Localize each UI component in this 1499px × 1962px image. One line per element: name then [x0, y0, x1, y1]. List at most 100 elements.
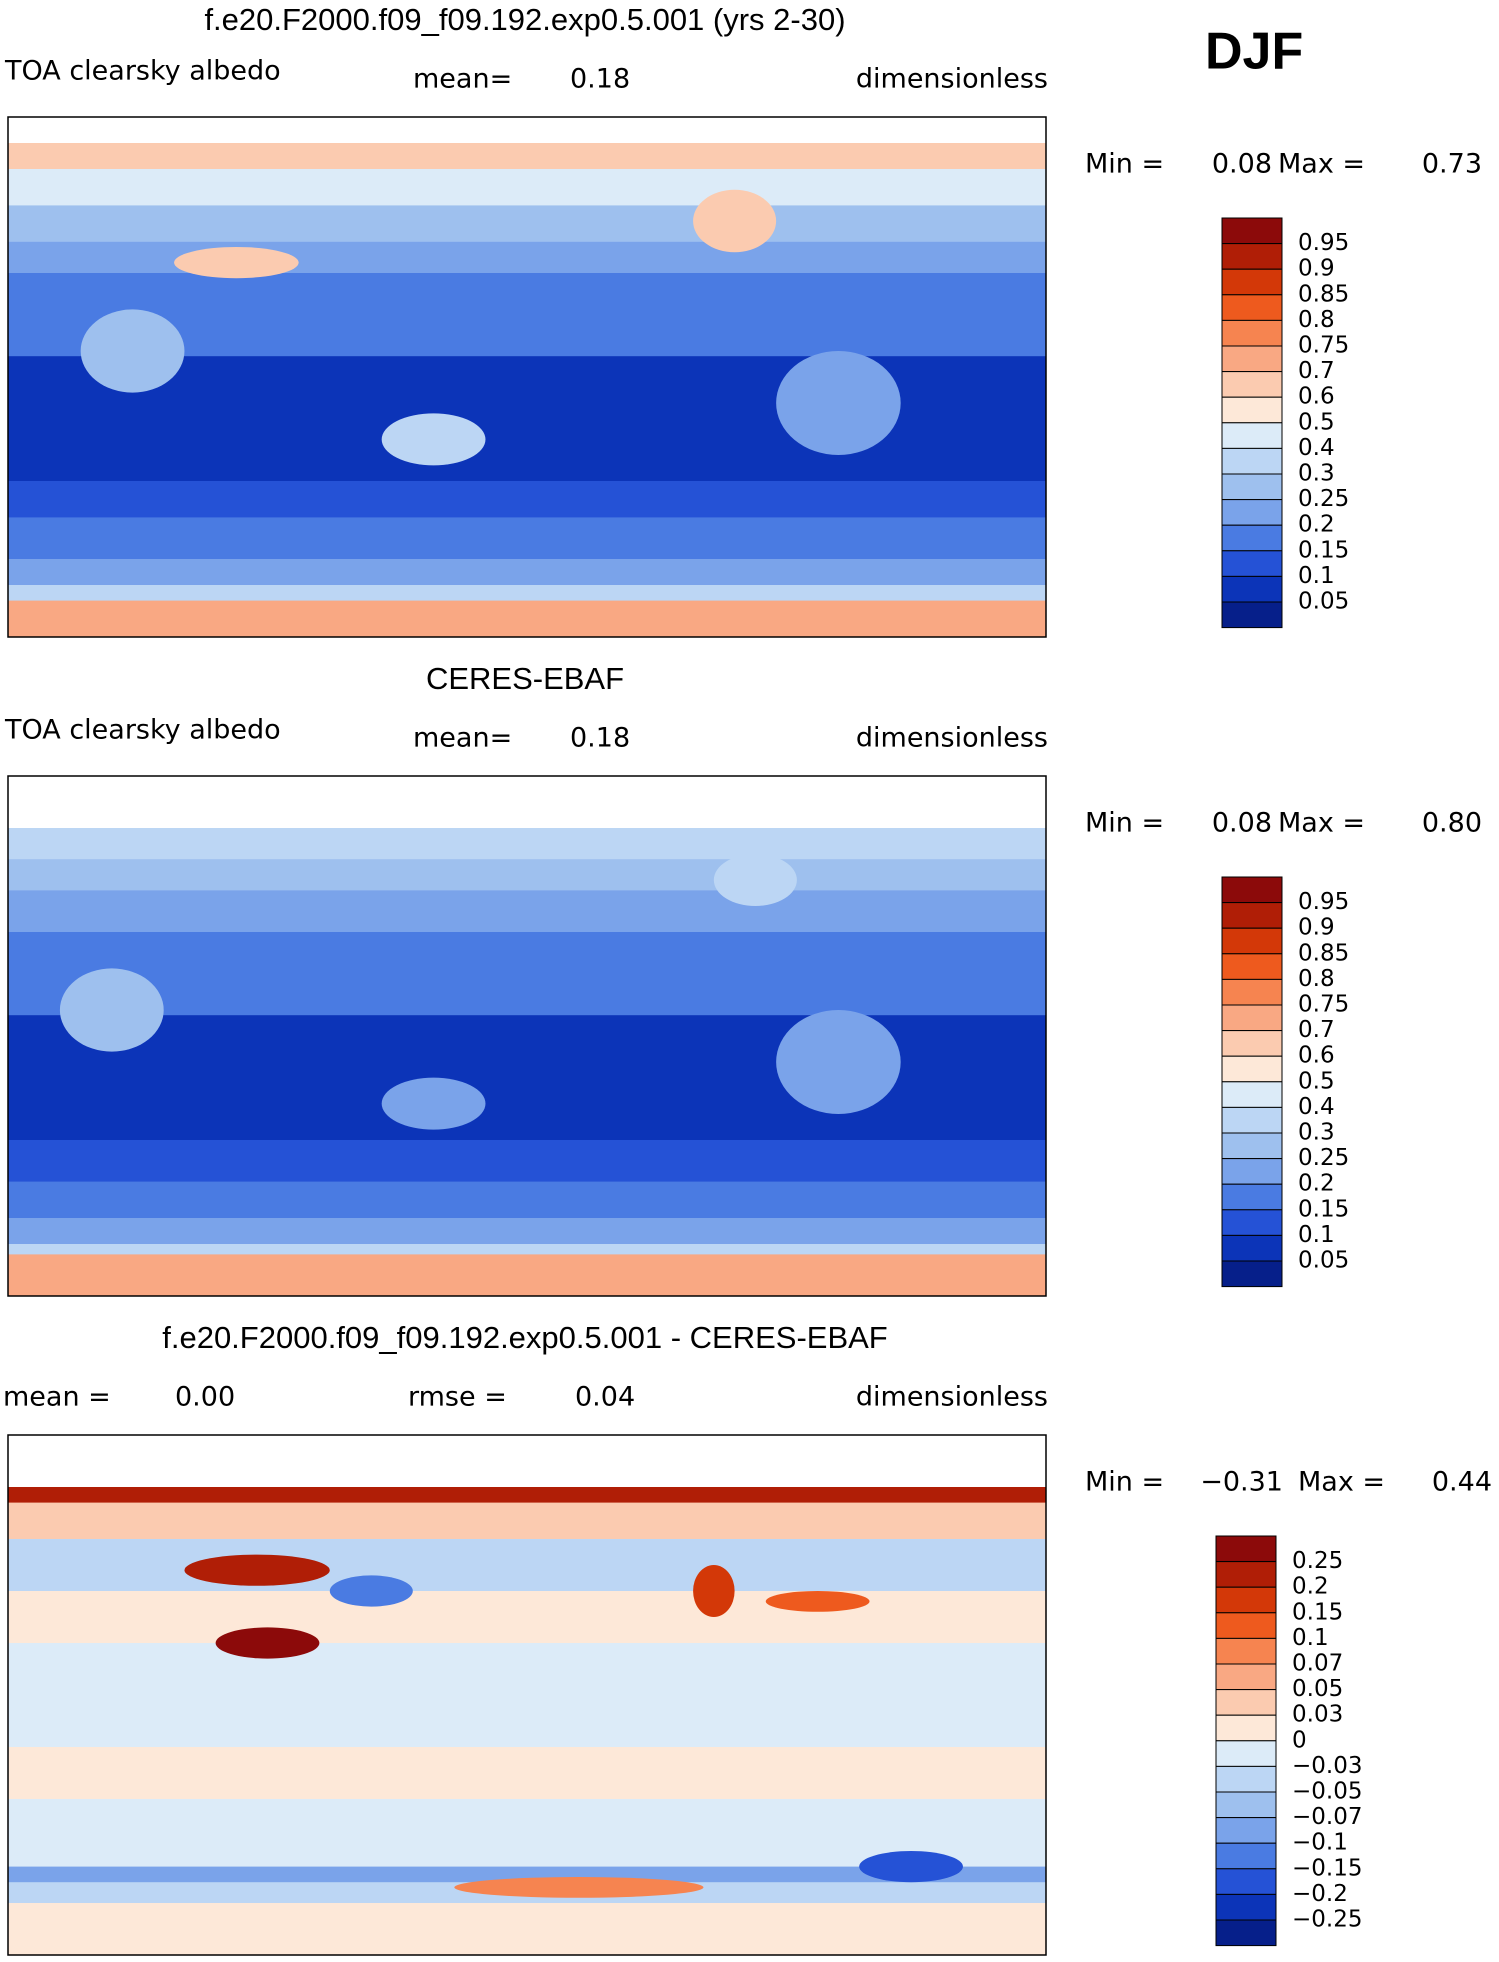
colorbar-swatch: [1221, 499, 1283, 526]
colorbar-swatch: [1221, 1234, 1283, 1262]
colorbar-swatch: [1221, 268, 1283, 296]
colorbar-swatch: [1221, 550, 1283, 577]
map-feature: [59, 968, 164, 1052]
map-band: [8, 517, 1046, 560]
map-band: [8, 205, 1046, 243]
map-band: [8, 1218, 1046, 1245]
colorbar-swatch: [1215, 1919, 1277, 1947]
stat-value: 0.18: [570, 723, 630, 754]
colorbar-swatch: [1215, 1817, 1277, 1844]
colorbar-label: 0.3: [1298, 461, 1335, 487]
colorbar-label: 0.8: [1298, 966, 1335, 992]
colorbar-swatch: [1221, 876, 1283, 904]
colorbar-label: 0.15: [1298, 1196, 1349, 1222]
panel-title: f.e20.F2000.f09_f09.192.exp0.5.001 (yrs …: [204, 2, 845, 37]
map-feature: [454, 1877, 704, 1898]
units-label: dimensionless: [856, 723, 1048, 754]
colorbar-label: 0.4: [1298, 435, 1335, 461]
colorbar-swatch: [1221, 1081, 1283, 1108]
panel: CERES-EBAF TOA clearsky albedo mean= 0.18 di…: [4, 661, 1482, 1297]
colorbar-swatch: [1221, 217, 1283, 245]
colorbar-label: 0.5: [1298, 409, 1335, 435]
colorbar-label: 0.25: [1292, 1548, 1343, 1574]
min-value: 0.08: [1212, 149, 1272, 180]
panel: f.e20.F2000.f09_f09.192.exp0.5.001 (yrs …: [4, 2, 1482, 638]
panel-title: CERES-EBAF: [426, 661, 624, 696]
units-label: dimensionless: [856, 1382, 1048, 1413]
units-label: dimensionless: [856, 64, 1048, 95]
panel: f.e20.F2000.f09_f09.192.exp0.5.001 - CER…: [3, 1320, 1492, 1956]
map-band: [8, 828, 1046, 860]
colorbar-swatch: [1221, 1158, 1283, 1185]
map-band: [8, 600, 1046, 638]
max-value: 0.73: [1422, 149, 1482, 180]
season-label: DJF: [1205, 23, 1303, 81]
colorbar-label: 0.7: [1298, 358, 1335, 384]
colorbar-swatch: [1221, 902, 1283, 929]
max-value: 0.44: [1432, 1467, 1492, 1498]
map-band: [8, 1539, 1046, 1592]
min-label: Min =: [1085, 1467, 1164, 1498]
colorbar-swatch: [1221, 447, 1283, 475]
map-band: [8, 859, 1046, 891]
variable-label: TOA clearsky albedo: [4, 715, 281, 746]
map-feature: [381, 413, 486, 466]
map-feature: [693, 1565, 735, 1617]
map-band: [8, 890, 1046, 933]
colorbar-swatch: [1215, 1714, 1277, 1742]
colorbar-label: 0.95: [1298, 230, 1349, 256]
colorbar-swatch: [1221, 927, 1283, 955]
map-feature: [776, 351, 901, 455]
colorbar-label: 0.85: [1298, 281, 1349, 307]
map-feature: [80, 309, 185, 393]
map-band: [8, 481, 1046, 518]
colorbar-label: 0.8: [1298, 307, 1335, 333]
colorbar-swatch: [1221, 978, 1283, 1006]
colorbar-label: 0.05: [1298, 589, 1349, 615]
colorbar-label: 0.3: [1298, 1120, 1335, 1146]
map-band: [8, 932, 1046, 1016]
colorbar-swatch: [1221, 1004, 1283, 1032]
colorbar-label: −0.2: [1292, 1881, 1348, 1907]
map-band: [8, 1903, 1046, 1956]
colorbar-swatch: [1221, 396, 1283, 424]
colorbar-label: 0.1: [1298, 1222, 1335, 1248]
colorbar-label: 0.9: [1298, 256, 1335, 282]
colorbar-label: 0.2: [1292, 1574, 1329, 1600]
colorbar-label: 0.15: [1298, 537, 1349, 563]
colorbar-swatch: [1215, 1586, 1277, 1614]
colorbar-swatch: [1221, 345, 1283, 373]
colorbar-swatch: [1215, 1791, 1277, 1819]
colorbar-label: 0.75: [1298, 992, 1349, 1018]
colorbar-label: 0: [1292, 1727, 1307, 1753]
map-band: [8, 1747, 1046, 1800]
colorbar-label: 0.2: [1298, 1171, 1335, 1197]
map-feature: [381, 1077, 486, 1130]
map-feature: [859, 1851, 963, 1883]
map-band: [8, 1502, 1046, 1540]
map-band: [8, 169, 1046, 206]
map-band: [8, 1244, 1046, 1255]
map-feature: [174, 247, 299, 279]
colorbar-label: 0.5: [1298, 1068, 1335, 1094]
colorbar-swatch: [1215, 1561, 1277, 1588]
map-frame: [7, 775, 1047, 1297]
colorbar-swatch: [1221, 319, 1283, 347]
colorbar-swatch: [1221, 1106, 1283, 1134]
colorbar-swatch: [1215, 1740, 1277, 1767]
max-label: Max =: [1278, 149, 1365, 180]
colorbar-label: 0.07: [1292, 1651, 1343, 1677]
map-feature: [215, 1627, 320, 1659]
map-band: [8, 1643, 1046, 1748]
stat-label: mean =: [3, 1382, 111, 1413]
colorbar-swatch: [1221, 524, 1283, 552]
colorbar-swatch: [1221, 371, 1283, 398]
colorbar-label: 0.1: [1298, 563, 1335, 589]
colorbar-swatch: [1215, 1612, 1277, 1639]
colorbar-label: 0.6: [1298, 384, 1335, 410]
colorbar-swatch: [1215, 1637, 1277, 1665]
map-band: [8, 1591, 1046, 1644]
map-band: [8, 585, 1046, 602]
colorbar-label: −0.15: [1292, 1855, 1362, 1881]
